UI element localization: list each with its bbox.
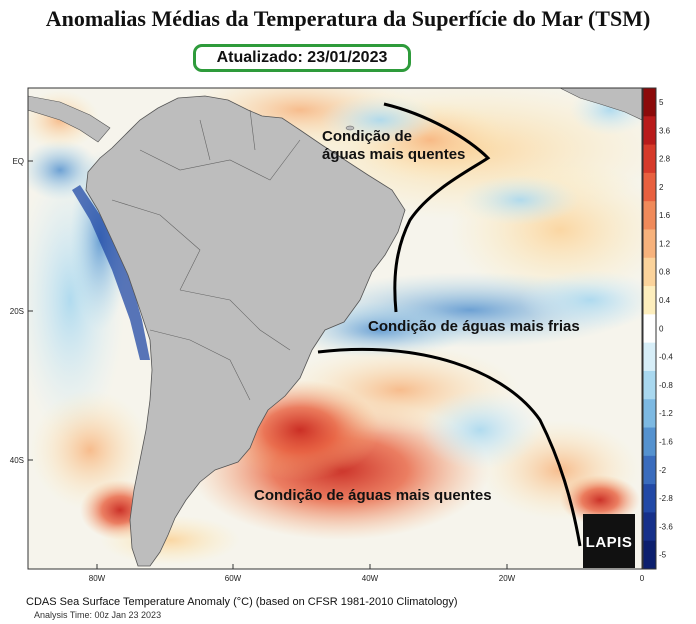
colorbar-label-13: -2 <box>659 466 667 475</box>
lon-label-3: 20W <box>499 574 516 583</box>
longitude-labels: 80W 60W 40W 20W 0 <box>89 564 645 583</box>
lat-label-1: 20S <box>10 307 24 316</box>
colorbar-swatch-1 <box>643 116 656 146</box>
lon-label-0: 80W <box>89 574 106 583</box>
colorbar-swatch-12 <box>643 427 656 457</box>
lon-label-4: 0 <box>640 574 645 583</box>
colorbar-label-8: 0 <box>659 324 664 333</box>
colorbar-label-12: -1.6 <box>659 438 673 447</box>
colorbar-swatch-8 <box>643 314 656 344</box>
colorbar-swatch-15 <box>643 512 656 542</box>
colorbar-label-4: 1.6 <box>659 211 671 220</box>
annotation-warm-north-2: águas mais quentes <box>322 146 466 163</box>
colorbar-swatch-11 <box>643 399 656 429</box>
colorbar-label-16: -5 <box>659 551 667 560</box>
colorbar-swatch-0 <box>643 88 656 117</box>
colorbar: 5 3.6 2.8 2 1.6 1.2 0.8 0.4 0 -0.4 -0.8 -1.2 -1.6 -2 -… <box>642 87 673 570</box>
colorbar-label-1: 3.6 <box>659 126 671 135</box>
colorbar-swatch-3 <box>643 172 656 202</box>
footer-description: CDAS Sea Surface Temperature Anomaly (°C… <box>26 596 458 608</box>
colorbar-swatch-7 <box>643 286 656 315</box>
map-title: Anomalias Médias da Temperatura da Super… <box>45 6 651 31</box>
colorbar-label-14: -2.8 <box>659 494 673 503</box>
colorbar-swatch-13 <box>643 455 656 485</box>
lon-label-2: 40W <box>362 574 379 583</box>
annotation-warm-north-1: Condição de <box>322 128 413 145</box>
ocean-anomaly-field <box>28 88 642 569</box>
lapis-logo: LAPIS <box>583 514 635 568</box>
colorbar-frame <box>642 87 657 570</box>
south-america-land <box>85 95 406 567</box>
colorbar-swatch-10 <box>643 370 656 400</box>
colorbar-swatch-5 <box>643 229 656 259</box>
colorbar-label-15: -3.6 <box>659 522 673 531</box>
map-frame <box>27 87 643 570</box>
colorbar-label-0: 5 <box>659 98 664 107</box>
latitude-labels: EQ 20S 40S <box>10 157 33 465</box>
colorbar-swatch-2 <box>643 144 656 174</box>
colorbar-label-6: 0.8 <box>659 268 671 277</box>
colorbar-label-11: -1.2 <box>659 409 673 418</box>
colorbar-swatch-6 <box>643 257 656 287</box>
colorbar-swatch-14 <box>643 484 656 513</box>
colorbar-label-5: 1.2 <box>659 239 671 248</box>
warm-south-curve <box>317 347 582 547</box>
colorbar-swatch-4 <box>643 201 656 230</box>
colorbar-swatch-16 <box>643 540 656 570</box>
colorbar-label-9: -0.4 <box>659 353 673 362</box>
footer-analysis-time: Analysis Time: 00z Jan 23 2023 <box>34 610 162 620</box>
lon-label-1: 60W <box>225 574 242 583</box>
warm-north-curve <box>383 102 491 313</box>
updated-badge: Atualizado: 23/01/2023 <box>193 44 411 72</box>
annotation-warm-south: Condição de águas mais quentes <box>254 487 492 504</box>
colorbar-label-3: 2 <box>659 183 664 192</box>
annotation-cold: Condição de águas mais frias <box>368 318 580 335</box>
colorbar-swatch-9 <box>643 342 656 372</box>
colorbar-label-2: 2.8 <box>659 155 671 164</box>
lat-label-0: EQ <box>12 157 24 166</box>
colorbar-label-10: -0.8 <box>659 381 673 390</box>
lat-label-2: 40S <box>10 456 24 465</box>
colorbar-label-7: 0.4 <box>659 296 671 305</box>
